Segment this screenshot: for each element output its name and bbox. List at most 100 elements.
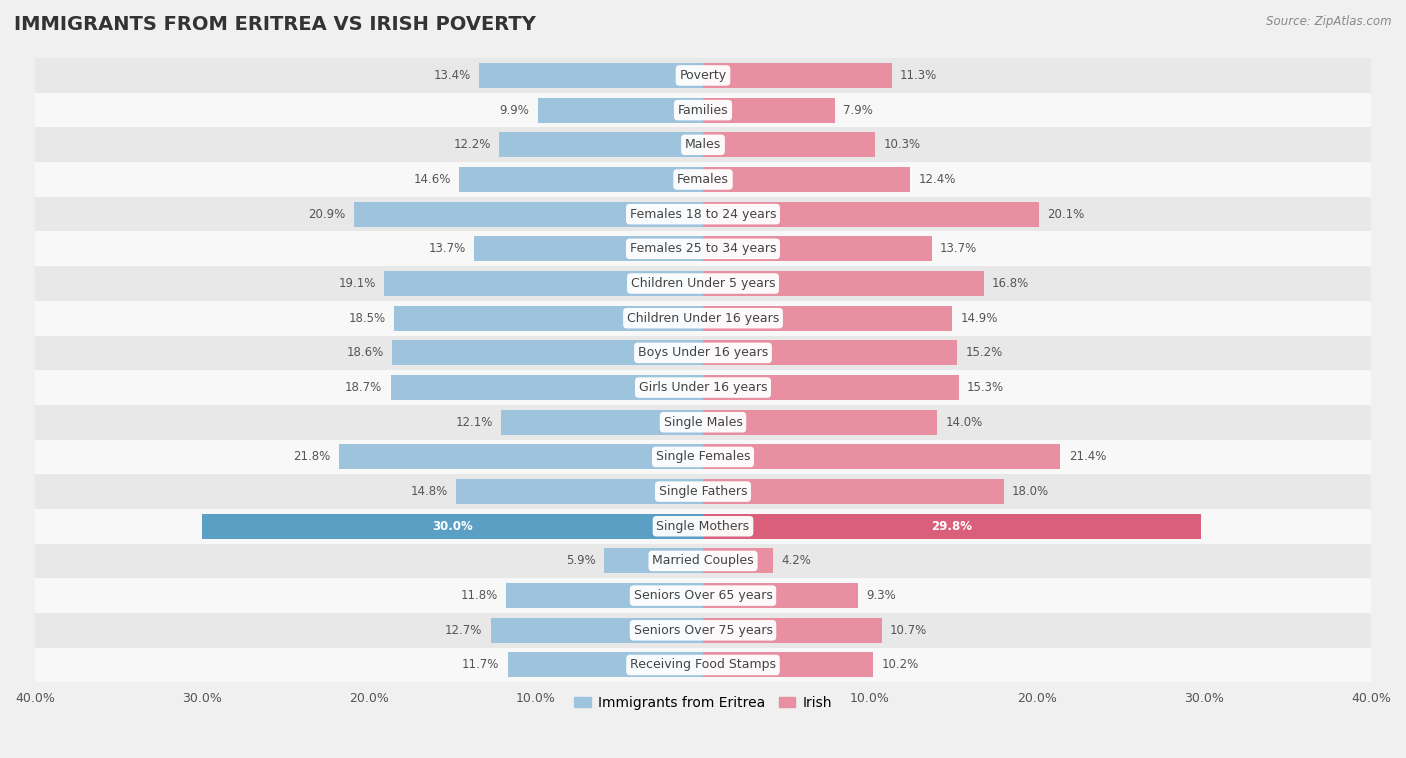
Bar <box>703 514 1201 539</box>
Text: 11.3%: 11.3% <box>900 69 938 82</box>
Text: Males: Males <box>685 138 721 152</box>
Bar <box>479 63 703 88</box>
Bar <box>35 543 1371 578</box>
Bar <box>202 514 703 539</box>
Bar <box>35 301 1371 336</box>
Text: 5.9%: 5.9% <box>567 554 596 568</box>
Text: 10.7%: 10.7% <box>890 624 928 637</box>
Text: 12.2%: 12.2% <box>454 138 491 152</box>
Text: Females 25 to 34 years: Females 25 to 34 years <box>630 243 776 255</box>
Bar <box>35 370 1371 405</box>
Text: 29.8%: 29.8% <box>931 520 973 533</box>
Bar <box>456 479 703 504</box>
Text: 10.2%: 10.2% <box>882 659 920 672</box>
Legend: Immigrants from Eritrea, Irish: Immigrants from Eritrea, Irish <box>568 691 838 716</box>
Bar <box>474 236 703 262</box>
Text: 12.4%: 12.4% <box>918 173 956 186</box>
Bar <box>339 444 703 469</box>
Text: 14.9%: 14.9% <box>960 312 998 324</box>
Bar <box>703 340 957 365</box>
Text: 30.0%: 30.0% <box>432 520 472 533</box>
Text: IMMIGRANTS FROM ERITREA VS IRISH POVERTY: IMMIGRANTS FROM ERITREA VS IRISH POVERTY <box>14 15 536 34</box>
Bar <box>391 375 703 400</box>
Text: Source: ZipAtlas.com: Source: ZipAtlas.com <box>1267 15 1392 28</box>
Bar <box>35 197 1371 231</box>
Text: 20.9%: 20.9% <box>308 208 346 221</box>
Text: 9.3%: 9.3% <box>866 589 897 602</box>
Text: Single Mothers: Single Mothers <box>657 520 749 533</box>
Bar <box>703 375 959 400</box>
Text: Seniors Over 65 years: Seniors Over 65 years <box>634 589 772 602</box>
Bar <box>703 479 1004 504</box>
Bar <box>703 549 773 574</box>
Bar <box>703 98 835 123</box>
Text: 19.1%: 19.1% <box>339 277 375 290</box>
Text: 16.8%: 16.8% <box>993 277 1029 290</box>
Bar <box>499 133 703 157</box>
Bar <box>35 613 1371 647</box>
Bar <box>35 336 1371 370</box>
Bar <box>703 133 875 157</box>
Text: 18.6%: 18.6% <box>347 346 384 359</box>
Bar <box>703 202 1039 227</box>
Bar <box>703 653 873 678</box>
Bar <box>703 63 891 88</box>
Text: 15.2%: 15.2% <box>965 346 1002 359</box>
Text: Married Couples: Married Couples <box>652 554 754 568</box>
Text: 18.0%: 18.0% <box>1012 485 1049 498</box>
Bar <box>506 583 703 608</box>
Text: Boys Under 16 years: Boys Under 16 years <box>638 346 768 359</box>
Bar <box>460 167 703 192</box>
Text: 13.7%: 13.7% <box>429 243 465 255</box>
Text: 11.7%: 11.7% <box>461 659 499 672</box>
Bar <box>35 405 1371 440</box>
Text: Poverty: Poverty <box>679 69 727 82</box>
Text: Females 18 to 24 years: Females 18 to 24 years <box>630 208 776 221</box>
Text: 21.4%: 21.4% <box>1069 450 1107 463</box>
Text: Receiving Food Stamps: Receiving Food Stamps <box>630 659 776 672</box>
Text: Girls Under 16 years: Girls Under 16 years <box>638 381 768 394</box>
Bar <box>491 618 703 643</box>
Text: 12.7%: 12.7% <box>446 624 482 637</box>
Bar <box>35 266 1371 301</box>
Text: Single Males: Single Males <box>664 415 742 429</box>
Text: Children Under 16 years: Children Under 16 years <box>627 312 779 324</box>
Bar <box>703 444 1060 469</box>
Bar <box>703 410 936 435</box>
Bar <box>35 127 1371 162</box>
Text: 20.1%: 20.1% <box>1047 208 1084 221</box>
Bar <box>501 410 703 435</box>
Bar <box>35 58 1371 92</box>
Text: 18.7%: 18.7% <box>344 381 382 394</box>
Bar <box>35 647 1371 682</box>
Bar <box>703 583 858 608</box>
Text: 14.6%: 14.6% <box>413 173 451 186</box>
Bar <box>35 509 1371 543</box>
Bar <box>605 549 703 574</box>
Text: 13.7%: 13.7% <box>941 243 977 255</box>
Bar <box>35 475 1371 509</box>
Text: Single Fathers: Single Fathers <box>659 485 747 498</box>
Bar <box>35 231 1371 266</box>
Bar <box>703 236 932 262</box>
Bar <box>537 98 703 123</box>
Bar <box>35 162 1371 197</box>
Bar <box>392 340 703 365</box>
Text: 18.5%: 18.5% <box>349 312 385 324</box>
Text: 14.8%: 14.8% <box>411 485 447 498</box>
Bar <box>354 202 703 227</box>
Text: 10.3%: 10.3% <box>883 138 921 152</box>
Bar <box>35 440 1371 475</box>
Text: 13.4%: 13.4% <box>433 69 471 82</box>
Text: 14.0%: 14.0% <box>945 415 983 429</box>
Bar <box>35 92 1371 127</box>
Text: Seniors Over 75 years: Seniors Over 75 years <box>634 624 772 637</box>
Bar <box>703 271 984 296</box>
Text: Single Females: Single Females <box>655 450 751 463</box>
Bar <box>508 653 703 678</box>
Text: 9.9%: 9.9% <box>499 104 529 117</box>
Bar <box>394 305 703 330</box>
Text: Families: Families <box>678 104 728 117</box>
Bar <box>384 271 703 296</box>
Text: 15.3%: 15.3% <box>967 381 1004 394</box>
